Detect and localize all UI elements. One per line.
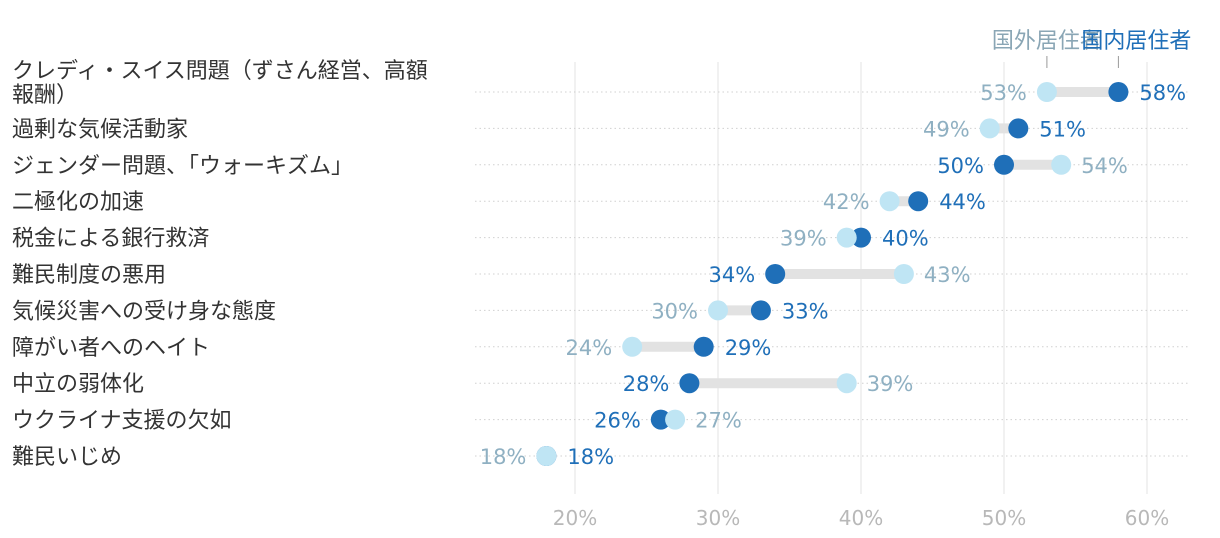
category-label: 障がい者へのヘイト — [12, 336, 210, 361]
category-label: 過剰な気候活動家 — [12, 117, 188, 142]
category-label: 難民制度の悪用 — [12, 263, 166, 288]
row-5: 難民制度の悪用 43% 34% — [12, 263, 1188, 288]
dot-domestic — [650, 409, 671, 430]
category-label: 二極化の加速 — [12, 190, 144, 215]
dot-domestic — [908, 191, 929, 212]
value-label-abroad: 18% — [480, 445, 527, 469]
value-label-domestic: 44% — [939, 190, 986, 214]
value-label-domestic: 33% — [782, 299, 829, 323]
row-8: 中立の弱体化 39% 28% — [12, 372, 1188, 397]
value-label-domestic: 51% — [1039, 117, 1086, 141]
value-label-abroad: 24% — [566, 336, 613, 360]
dot-abroad — [836, 373, 857, 394]
category-label: 報酬） — [12, 83, 78, 108]
dot-abroad — [708, 300, 728, 321]
dot-abroad — [665, 409, 686, 430]
row-6: 気候災害への受け身な態度 30% 33% — [12, 299, 1188, 324]
category-label: ウクライナ支援の欠如 — [12, 409, 232, 434]
x-axis: 20% 30% 40% 50% 60% — [553, 506, 1169, 530]
dot-domestic — [693, 336, 714, 357]
dot-abroad — [622, 336, 643, 357]
dot-domestic — [679, 373, 700, 394]
category-label: ジェンダー問題、「ウォーキズム」 — [12, 154, 353, 179]
category-label: クレディ・スイス問題（ずさん経営、高額 — [12, 59, 428, 84]
dot-abroad — [893, 264, 914, 284]
dot-domestic — [750, 300, 771, 321]
row-3: 二極化の加速 42% 44% — [12, 190, 1188, 215]
dot-domestic — [851, 227, 871, 248]
tick-label-30: 30% — [696, 506, 740, 530]
category-label: 税金による銀行救済 — [12, 227, 209, 252]
value-label-abroad: 53% — [980, 81, 1027, 105]
value-label-abroad: 30% — [651, 299, 698, 323]
value-label-domestic: 40% — [882, 227, 929, 251]
legend-label-domestic: 国内居住者 — [1081, 29, 1191, 54]
dot-abroad — [1036, 82, 1057, 102]
dot-domestic — [1008, 118, 1029, 139]
value-label-domestic: 58% — [1139, 81, 1186, 105]
row-2: ジェンダー問題、「ウォーキズム」 54% 50% — [12, 154, 1188, 179]
legend-label-abroad: 国外居住者 — [992, 29, 1102, 54]
dot-domestic — [994, 154, 1014, 175]
row-9: ウクライナ支援の欠如 27% 26% — [12, 409, 1188, 434]
value-label-domestic: 50% — [937, 154, 984, 178]
value-label-abroad: 39% — [780, 227, 827, 251]
row-4: 税金による銀行救済 39% 40% — [12, 227, 1188, 252]
dot-abroad — [1051, 154, 1072, 175]
value-label-domestic: 26% — [594, 409, 641, 433]
value-label-abroad: 43% — [924, 263, 971, 287]
category-label: 気候災害への受け身な態度 — [12, 299, 276, 324]
dot-abroad — [879, 191, 900, 212]
tick-label-50: 50% — [982, 506, 1026, 530]
dot-abroad — [836, 227, 857, 248]
tick-label-60: 60% — [1125, 506, 1169, 530]
tick-label-40: 40% — [839, 506, 883, 530]
tick-label-20: 20% — [553, 506, 597, 530]
value-label-abroad: 54% — [1081, 154, 1128, 178]
value-label-abroad: 42% — [823, 190, 870, 214]
dot-abroad — [536, 446, 557, 466]
value-label-abroad: 27% — [695, 409, 742, 433]
row-1: 過剰な気候活動家 49% 51% — [12, 117, 1188, 142]
dot-abroad — [979, 118, 1000, 139]
value-label-domestic: 29% — [725, 336, 772, 360]
value-label-domestic: 28% — [623, 372, 670, 396]
dot-domestic — [765, 264, 786, 284]
value-label-domestic: 18% — [567, 445, 614, 469]
value-label-domestic: 34% — [709, 263, 756, 287]
category-label: 中立の弱体化 — [12, 372, 144, 397]
value-label-abroad: 49% — [923, 117, 970, 141]
row-10: 難民いじめ 18% 18% — [12, 445, 1188, 470]
dot-domestic — [1108, 82, 1129, 102]
value-label-abroad: 39% — [867, 372, 914, 396]
row-7: 障がい者へのヘイト 24% 29% — [12, 336, 1188, 361]
category-label: 難民いじめ — [12, 445, 122, 470]
